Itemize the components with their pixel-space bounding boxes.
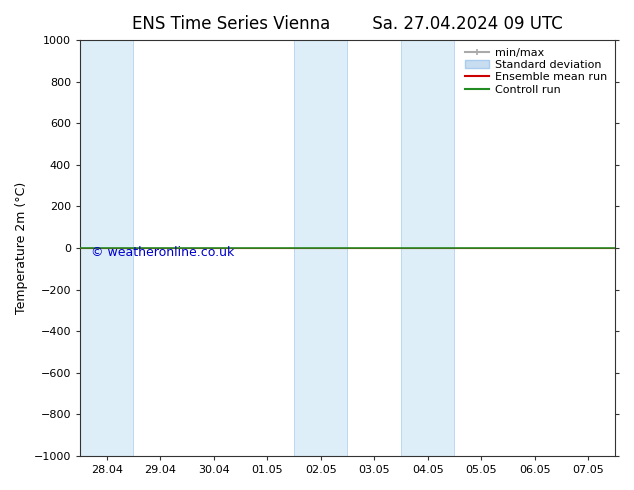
Bar <box>80 40 133 456</box>
Y-axis label: Temperature 2m (°C): Temperature 2m (°C) <box>15 182 28 314</box>
Title: ENS Time Series Vienna        Sa. 27.04.2024 09 UTC: ENS Time Series Vienna Sa. 27.04.2024 09… <box>132 15 563 33</box>
Bar <box>294 40 347 456</box>
Text: © weatheronline.co.uk: © weatheronline.co.uk <box>91 246 234 259</box>
Legend: min/max, Standard deviation, Ensemble mean run, Controll run: min/max, Standard deviation, Ensemble me… <box>463 46 609 97</box>
Bar <box>401 40 455 456</box>
